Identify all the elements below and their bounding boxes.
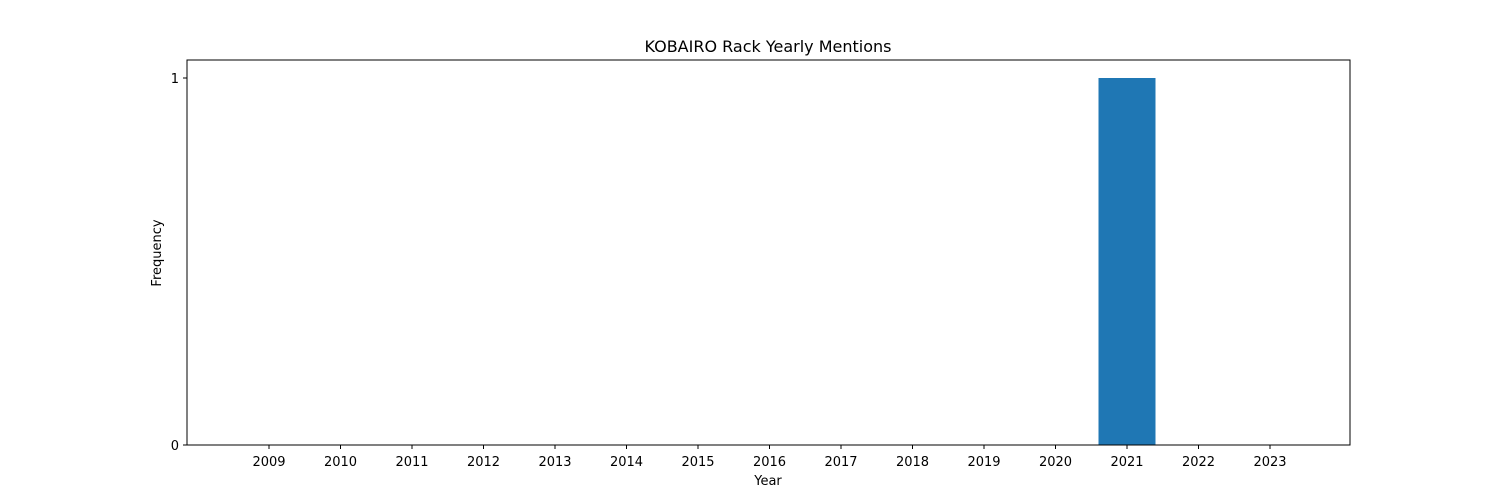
x-tick-label: 2023 xyxy=(1253,455,1286,470)
x-tick-label: 2019 xyxy=(967,455,1000,470)
y-tick-label: 0 xyxy=(171,439,179,454)
x-tick-label: 2009 xyxy=(252,455,285,470)
x-tick-label: 2021 xyxy=(1110,455,1143,470)
x-tick-label: 2018 xyxy=(896,455,929,470)
x-tick-label: 2012 xyxy=(467,455,500,470)
x-ticks-layer: 2009 2010 2011 2012 2013 2014 2015 2016 2017 2018… xyxy=(252,445,1287,470)
y-ticks-layer: 01 xyxy=(171,72,187,454)
y-axis-label: Frequency xyxy=(150,219,165,286)
chart-title: KOBAIRO Rack Yearly Mentions xyxy=(644,37,891,56)
x-axis-label: Year xyxy=(753,474,782,489)
x-tick-label: 2010 xyxy=(324,455,357,470)
bar-2021 xyxy=(1098,78,1156,445)
x-tick-label: 2020 xyxy=(1039,455,1072,470)
x-tick-label: 2013 xyxy=(538,455,571,470)
x-tick-label: 2016 xyxy=(753,455,786,470)
x-tick-label: 2011 xyxy=(395,455,428,470)
y-tick-label: 1 xyxy=(171,72,179,87)
x-tick-label: 2022 xyxy=(1182,455,1215,470)
x-tick-label: 2017 xyxy=(824,455,857,470)
x-tick-label: 2015 xyxy=(681,455,714,470)
bars-layer xyxy=(1098,78,1156,445)
plot-area-frame xyxy=(186,59,1351,446)
x-tick-label: 2014 xyxy=(610,455,643,470)
